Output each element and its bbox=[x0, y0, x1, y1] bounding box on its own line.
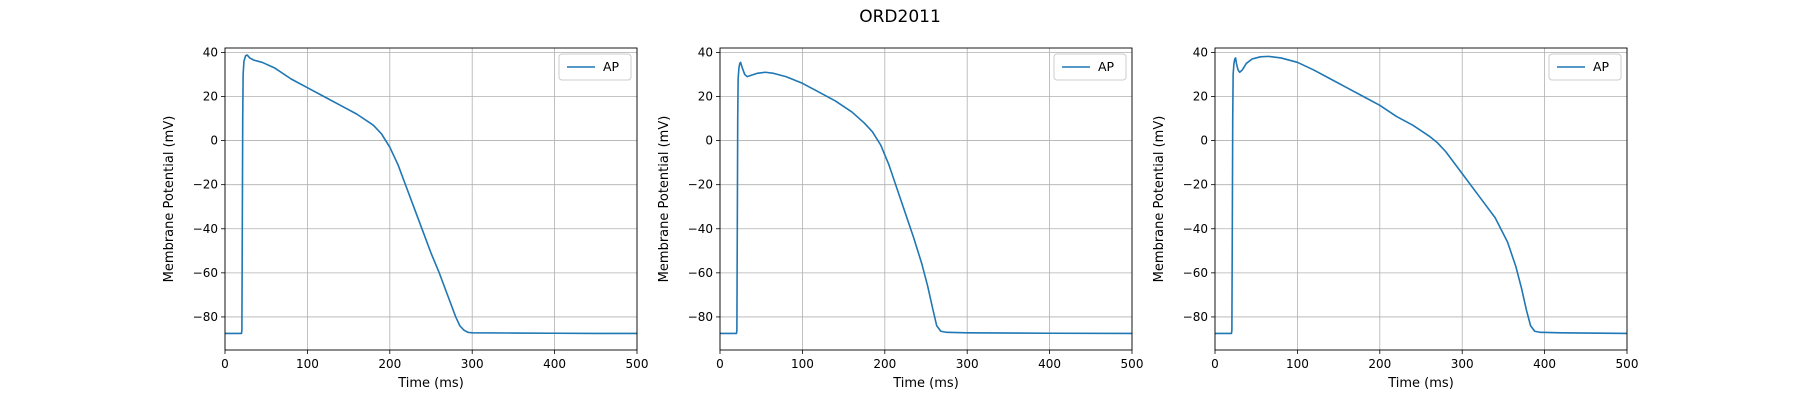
series-line-ap bbox=[1215, 55, 1628, 335]
x-tick-label: 500 bbox=[1616, 357, 1639, 371]
x-tick-label: 300 bbox=[1451, 357, 1474, 371]
subplot-2: 0 100 200 300 400 500 −80 −60 −40 −20 0 20 40 Time (m… bbox=[657, 45, 1143, 391]
axes-frame bbox=[719, 47, 1133, 351]
legend: AP bbox=[1053, 53, 1127, 81]
y-tick-label: 0 bbox=[1200, 134, 1208, 148]
y-tick-label: −20 bbox=[193, 178, 218, 192]
x-tick-label: 200 bbox=[873, 357, 896, 371]
y-tick-label: −80 bbox=[193, 310, 218, 324]
y-tick-label: −40 bbox=[193, 222, 218, 236]
x-axis-label: Time (ms) bbox=[397, 376, 464, 391]
y-tick-label: −60 bbox=[688, 266, 713, 280]
x-tick-label: 0 bbox=[221, 357, 229, 371]
y-axis-label: Membrane Potential (mV) bbox=[657, 116, 672, 283]
x-tick-label: 300 bbox=[461, 357, 484, 371]
x-tick-label: 100 bbox=[296, 357, 319, 371]
x-tick-label: 400 bbox=[1038, 357, 1061, 371]
x-tick-label: 400 bbox=[1533, 357, 1556, 371]
y-tick-label: 20 bbox=[1193, 89, 1208, 103]
subplot-1: 0 100 200 300 400 500 −80 −60 −40 −20 0 20 40 Time (m… bbox=[162, 45, 648, 391]
y-tick-label: 40 bbox=[698, 45, 713, 59]
legend-label: AP bbox=[1098, 59, 1115, 74]
legend-label: AP bbox=[603, 59, 620, 74]
series-line-ap bbox=[720, 61, 1133, 335]
x-tick-label: 300 bbox=[956, 357, 979, 371]
y-tick-label: −40 bbox=[688, 222, 713, 236]
y-tick-label: −20 bbox=[688, 178, 713, 192]
x-axis-label: Time (ms) bbox=[1387, 376, 1454, 391]
x-tick-label: 200 bbox=[378, 357, 401, 371]
y-tick-label: −60 bbox=[193, 266, 218, 280]
legend-label: AP bbox=[1593, 59, 1610, 74]
x-tick-label: 0 bbox=[1211, 357, 1219, 371]
x-tick-label: 400 bbox=[543, 357, 566, 371]
y-tick-label: 40 bbox=[203, 45, 218, 59]
axes-frame bbox=[224, 47, 638, 351]
y-tick-label: 40 bbox=[1193, 45, 1208, 59]
y-tick-label: 20 bbox=[698, 89, 713, 103]
legend: AP bbox=[1548, 53, 1622, 81]
figure-title: ORD2011 bbox=[859, 7, 941, 27]
y-tick-label: 0 bbox=[705, 134, 713, 148]
series-line-ap bbox=[225, 54, 637, 335]
y-tick-label: −80 bbox=[1183, 310, 1208, 324]
x-tick-label: 100 bbox=[791, 357, 814, 371]
y-tick-label: 0 bbox=[210, 134, 218, 148]
x-tick-label: 100 bbox=[1286, 357, 1309, 371]
legend: AP bbox=[558, 53, 632, 81]
y-tick-label: −20 bbox=[1183, 178, 1208, 192]
y-tick-label: −40 bbox=[1183, 222, 1208, 236]
x-axis-label: Time (ms) bbox=[892, 376, 959, 391]
x-tick-label: 500 bbox=[626, 357, 649, 371]
x-tick-label: 200 bbox=[1368, 357, 1391, 371]
x-tick-label: 500 bbox=[1121, 357, 1144, 371]
y-axis-label: Membrane Potential (mV) bbox=[162, 116, 177, 283]
y-tick-label: 20 bbox=[203, 89, 218, 103]
y-tick-label: −60 bbox=[1183, 266, 1208, 280]
x-tick-label: 0 bbox=[716, 357, 724, 371]
axes-frame bbox=[1214, 47, 1628, 351]
y-axis-label: Membrane Potential (mV) bbox=[1152, 116, 1167, 283]
subplot-3: 0 100 200 300 400 500 −80 −60 −40 −20 0 20 40 Time (m… bbox=[1152, 45, 1638, 391]
y-tick-label: −80 bbox=[688, 310, 713, 324]
